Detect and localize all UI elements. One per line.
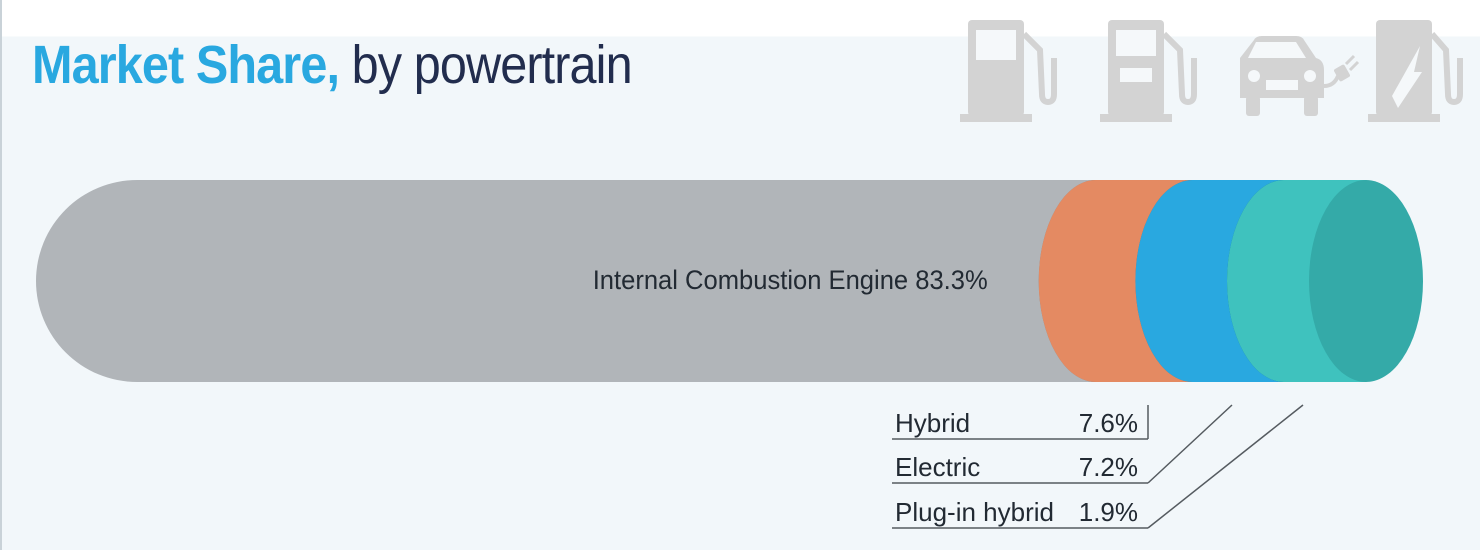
leader-plugin	[1147, 404, 1304, 529]
bar-0	[36, 180, 1096, 382]
chart-title: Market Share, by powertrain	[32, 34, 633, 96]
legend-name-1: Hybrid	[895, 408, 970, 438]
charging-station-icon	[1368, 20, 1463, 122]
legend-name-3: Plug-in hybrid	[895, 497, 1054, 527]
powertrain-icons	[960, 20, 1463, 122]
legend-value-1: 7.6%	[1079, 408, 1138, 438]
segment-plug-in-hybrid	[1227, 180, 1423, 382]
title-rest: by powertrain	[351, 35, 633, 95]
label-ice: Internal Combustion Engine 83.3%	[593, 265, 988, 295]
chart-segments	[36, 180, 1423, 382]
chart-labels: Internal Combustion Engine 83.3% Hybrid 7.…	[593, 265, 1304, 529]
title-highlight: Market Share,	[32, 35, 340, 95]
legend-name-2: Electric	[895, 452, 980, 482]
legend-value-3: 1.9%	[1079, 497, 1138, 527]
electric-car-plug-icon	[1240, 36, 1360, 116]
legend-value-2: 7.2%	[1079, 452, 1138, 482]
fuel-pump-display-icon	[1100, 20, 1197, 122]
leader-electric	[1147, 404, 1233, 484]
bar-face-3	[1309, 180, 1423, 382]
fuel-pump-icon	[960, 20, 1057, 122]
